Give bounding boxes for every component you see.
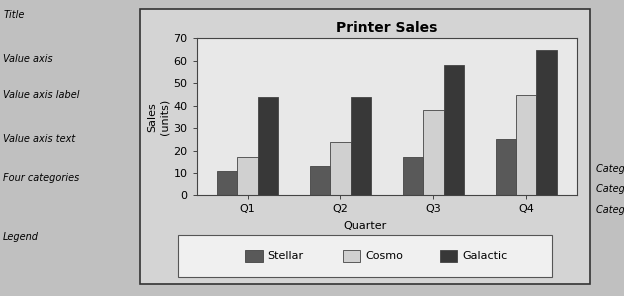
Text: Value axis text: Value axis text [3,134,76,144]
Bar [310,166,330,195]
Bar [237,157,258,195]
Y-axis label: Sales
(units): Sales (units) [148,99,169,135]
Text: Title: Title [3,10,24,20]
Text: Category axis label: Category axis label [596,205,624,215]
Bar [258,97,278,195]
Text: Value axis: Value axis [3,54,53,64]
Bar [351,97,371,195]
Bar [444,65,464,195]
Bar [330,141,351,195]
Text: Category axis: Category axis [596,164,624,174]
Bar [402,157,423,195]
Text: Cosmo: Cosmo [365,251,403,261]
Bar [423,110,444,195]
Bar [516,94,537,195]
Title: Printer Sales: Printer Sales [336,20,437,35]
Text: Galactic: Galactic [462,251,508,261]
Text: Legend: Legend [3,232,39,242]
Text: Category axis text: Category axis text [596,184,624,194]
Text: Stellar: Stellar [268,251,304,261]
Bar [217,171,237,195]
Text: Four categories: Four categories [3,173,79,183]
Text: Value axis label: Value axis label [3,90,80,100]
Bar [537,50,557,195]
Bar [495,139,516,195]
Text: Quarter: Quarter [343,221,387,231]
